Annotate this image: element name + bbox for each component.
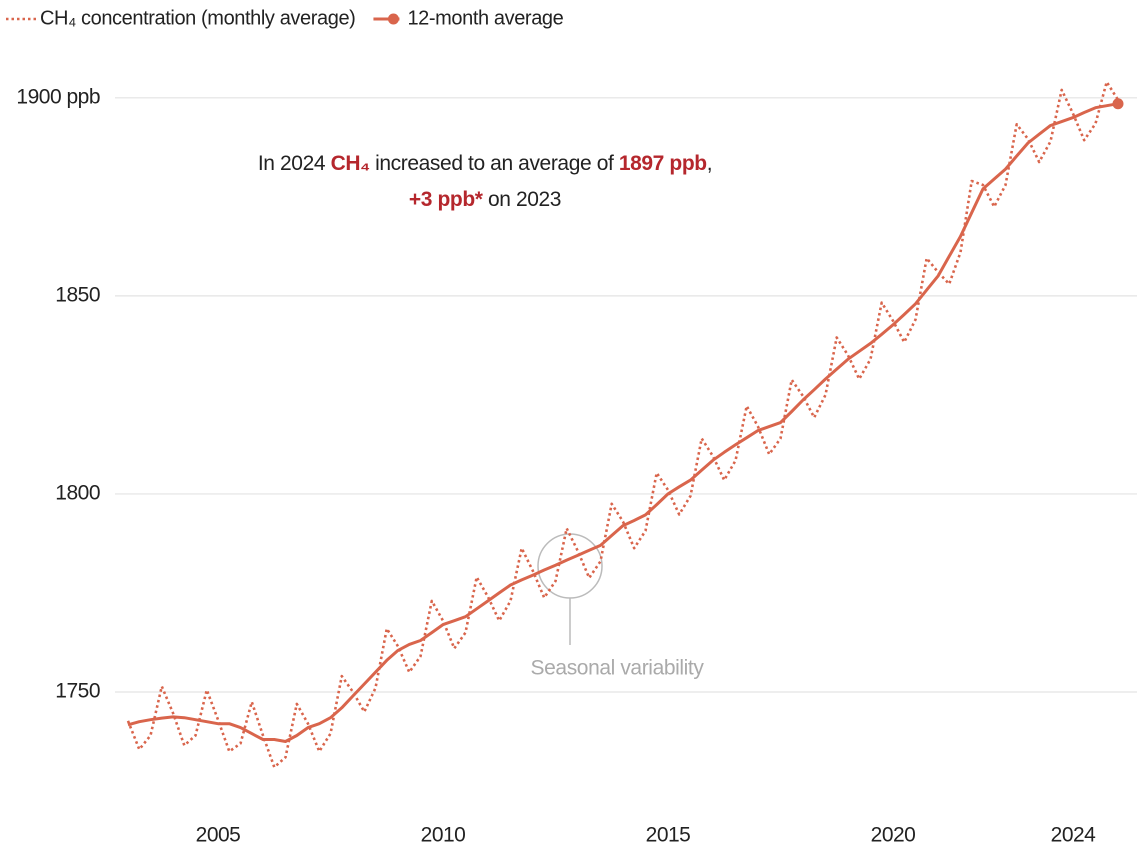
x-tick-label: 2020	[871, 824, 916, 847]
x-tick-label: 2024	[1051, 824, 1097, 847]
y-tick-label: 1900 ppb	[16, 85, 100, 108]
end-marker	[1112, 98, 1124, 110]
x-tick-label: 2005	[196, 824, 241, 847]
y-tick-label: 1750	[55, 680, 100, 703]
average-line	[127, 102, 1119, 743]
text: In 2024	[258, 152, 331, 175]
legend-marker	[387, 13, 399, 25]
legend-label: 12-month average	[407, 7, 563, 29]
text: on 2023	[483, 188, 562, 211]
monthly-line	[126, 80, 1120, 769]
text: 1897 ppb	[619, 152, 707, 175]
legend: CH₄ concentration (monthly average) 12-mo…	[6, 7, 564, 29]
callout-text: Seasonal variability	[531, 657, 705, 680]
y-tick-label: 1800	[55, 481, 100, 504]
annotation: In 2024 CH₄ increased to an average of 1…	[258, 152, 713, 211]
annotation-line-2: +3 ppb* on 2023	[409, 188, 561, 211]
text: ,	[707, 152, 712, 175]
text: +3 ppb*	[409, 188, 484, 211]
text: increased to an average of	[370, 152, 619, 175]
y-tick-label: 1850	[55, 283, 100, 306]
annotation-line-1: In 2024 CH₄ increased to an average of 1…	[258, 152, 712, 175]
x-tick-label: 2015	[646, 824, 691, 847]
legend-label: CH₄ concentration (monthly average)	[40, 7, 355, 29]
x-tick-label: 2010	[421, 824, 466, 847]
callout-circle	[537, 533, 603, 599]
text: CH₄	[331, 152, 370, 175]
